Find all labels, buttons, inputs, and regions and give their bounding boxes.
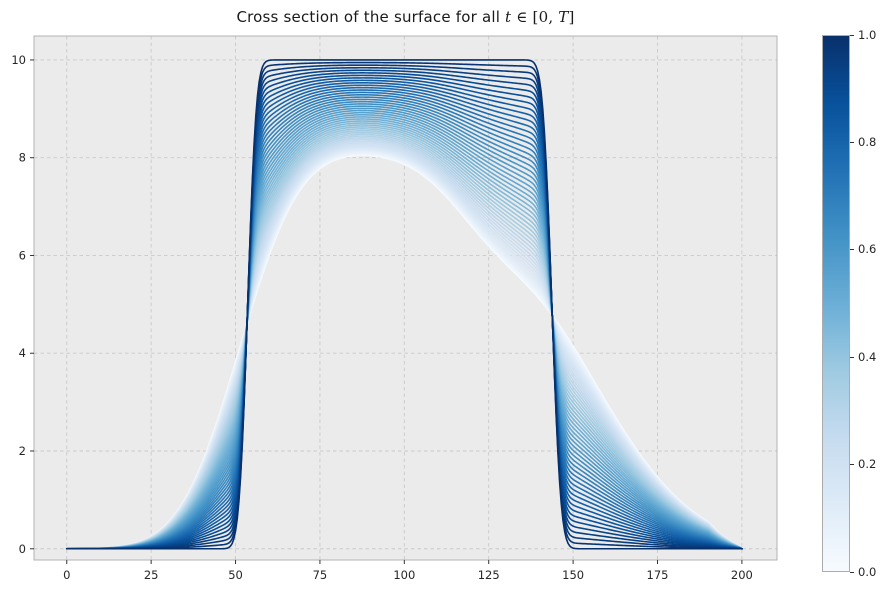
colorbar-tick-label: 0.8 [858,134,877,149]
curve [65,77,743,550]
y-tick-label: 8 [19,151,26,165]
chart-title-text: Cross section of the surface for all [236,8,506,26]
x-tick-label: 125 [478,568,500,582]
chart-title-var-t: t [505,8,512,26]
colorbar-tick-label: 1.0 [858,27,877,42]
curve [65,103,743,550]
curve [65,86,743,550]
x-tick-label: 50 [228,568,243,582]
curve [65,91,743,550]
colorbar-tick-mark [850,249,854,251]
axes-background [34,36,777,560]
curve [65,66,743,550]
axes-spines [33,35,778,561]
colorbar-tick-label: 0.6 [858,242,877,257]
y-tick-label: 4 [19,346,26,360]
y-tick-label: 0 [19,542,26,556]
y-tick-label: 2 [19,444,26,458]
colorbar-tick-label: 0.4 [858,349,877,364]
chart-title-mid: ∈ [0, [511,8,559,26]
curve [65,61,743,550]
curve [65,79,743,550]
x-tick-label: 75 [313,568,328,582]
colorbar-tick-mark [850,571,854,573]
curve [65,82,743,550]
curve [65,96,743,550]
y-tick-label: 6 [19,248,26,262]
x-tick-label: 25 [144,568,159,582]
curve [65,69,743,550]
x-tick-label: 200 [731,568,753,582]
colorbar-tick-mark [850,356,854,358]
chart-title: Cross section of the surface for all t ∈… [34,8,777,26]
y-tick-label: 10 [11,53,26,67]
colorbar-tick-label: 0.0 [858,564,877,579]
curve [65,74,743,550]
colorbar-tick-mark [850,464,854,466]
curve [65,84,743,550]
curve [65,98,743,550]
x-tick-label: 150 [562,568,584,582]
colorbar-tick-mark [850,141,854,143]
curve [65,93,743,550]
x-tick-label: 0 [63,568,70,582]
curve [65,72,743,550]
curve [65,89,743,550]
colorbar [822,35,850,572]
colorbar-tick-mark [850,34,854,36]
colorbar-tick-label: 0.2 [858,457,877,472]
chart-title-var-T: T [558,8,569,26]
curve [65,59,743,550]
x-tick-label: 175 [647,568,669,582]
curve [65,64,743,550]
curve [65,100,743,550]
x-tick-label: 100 [393,568,415,582]
chart-title-close: ] [568,8,575,26]
